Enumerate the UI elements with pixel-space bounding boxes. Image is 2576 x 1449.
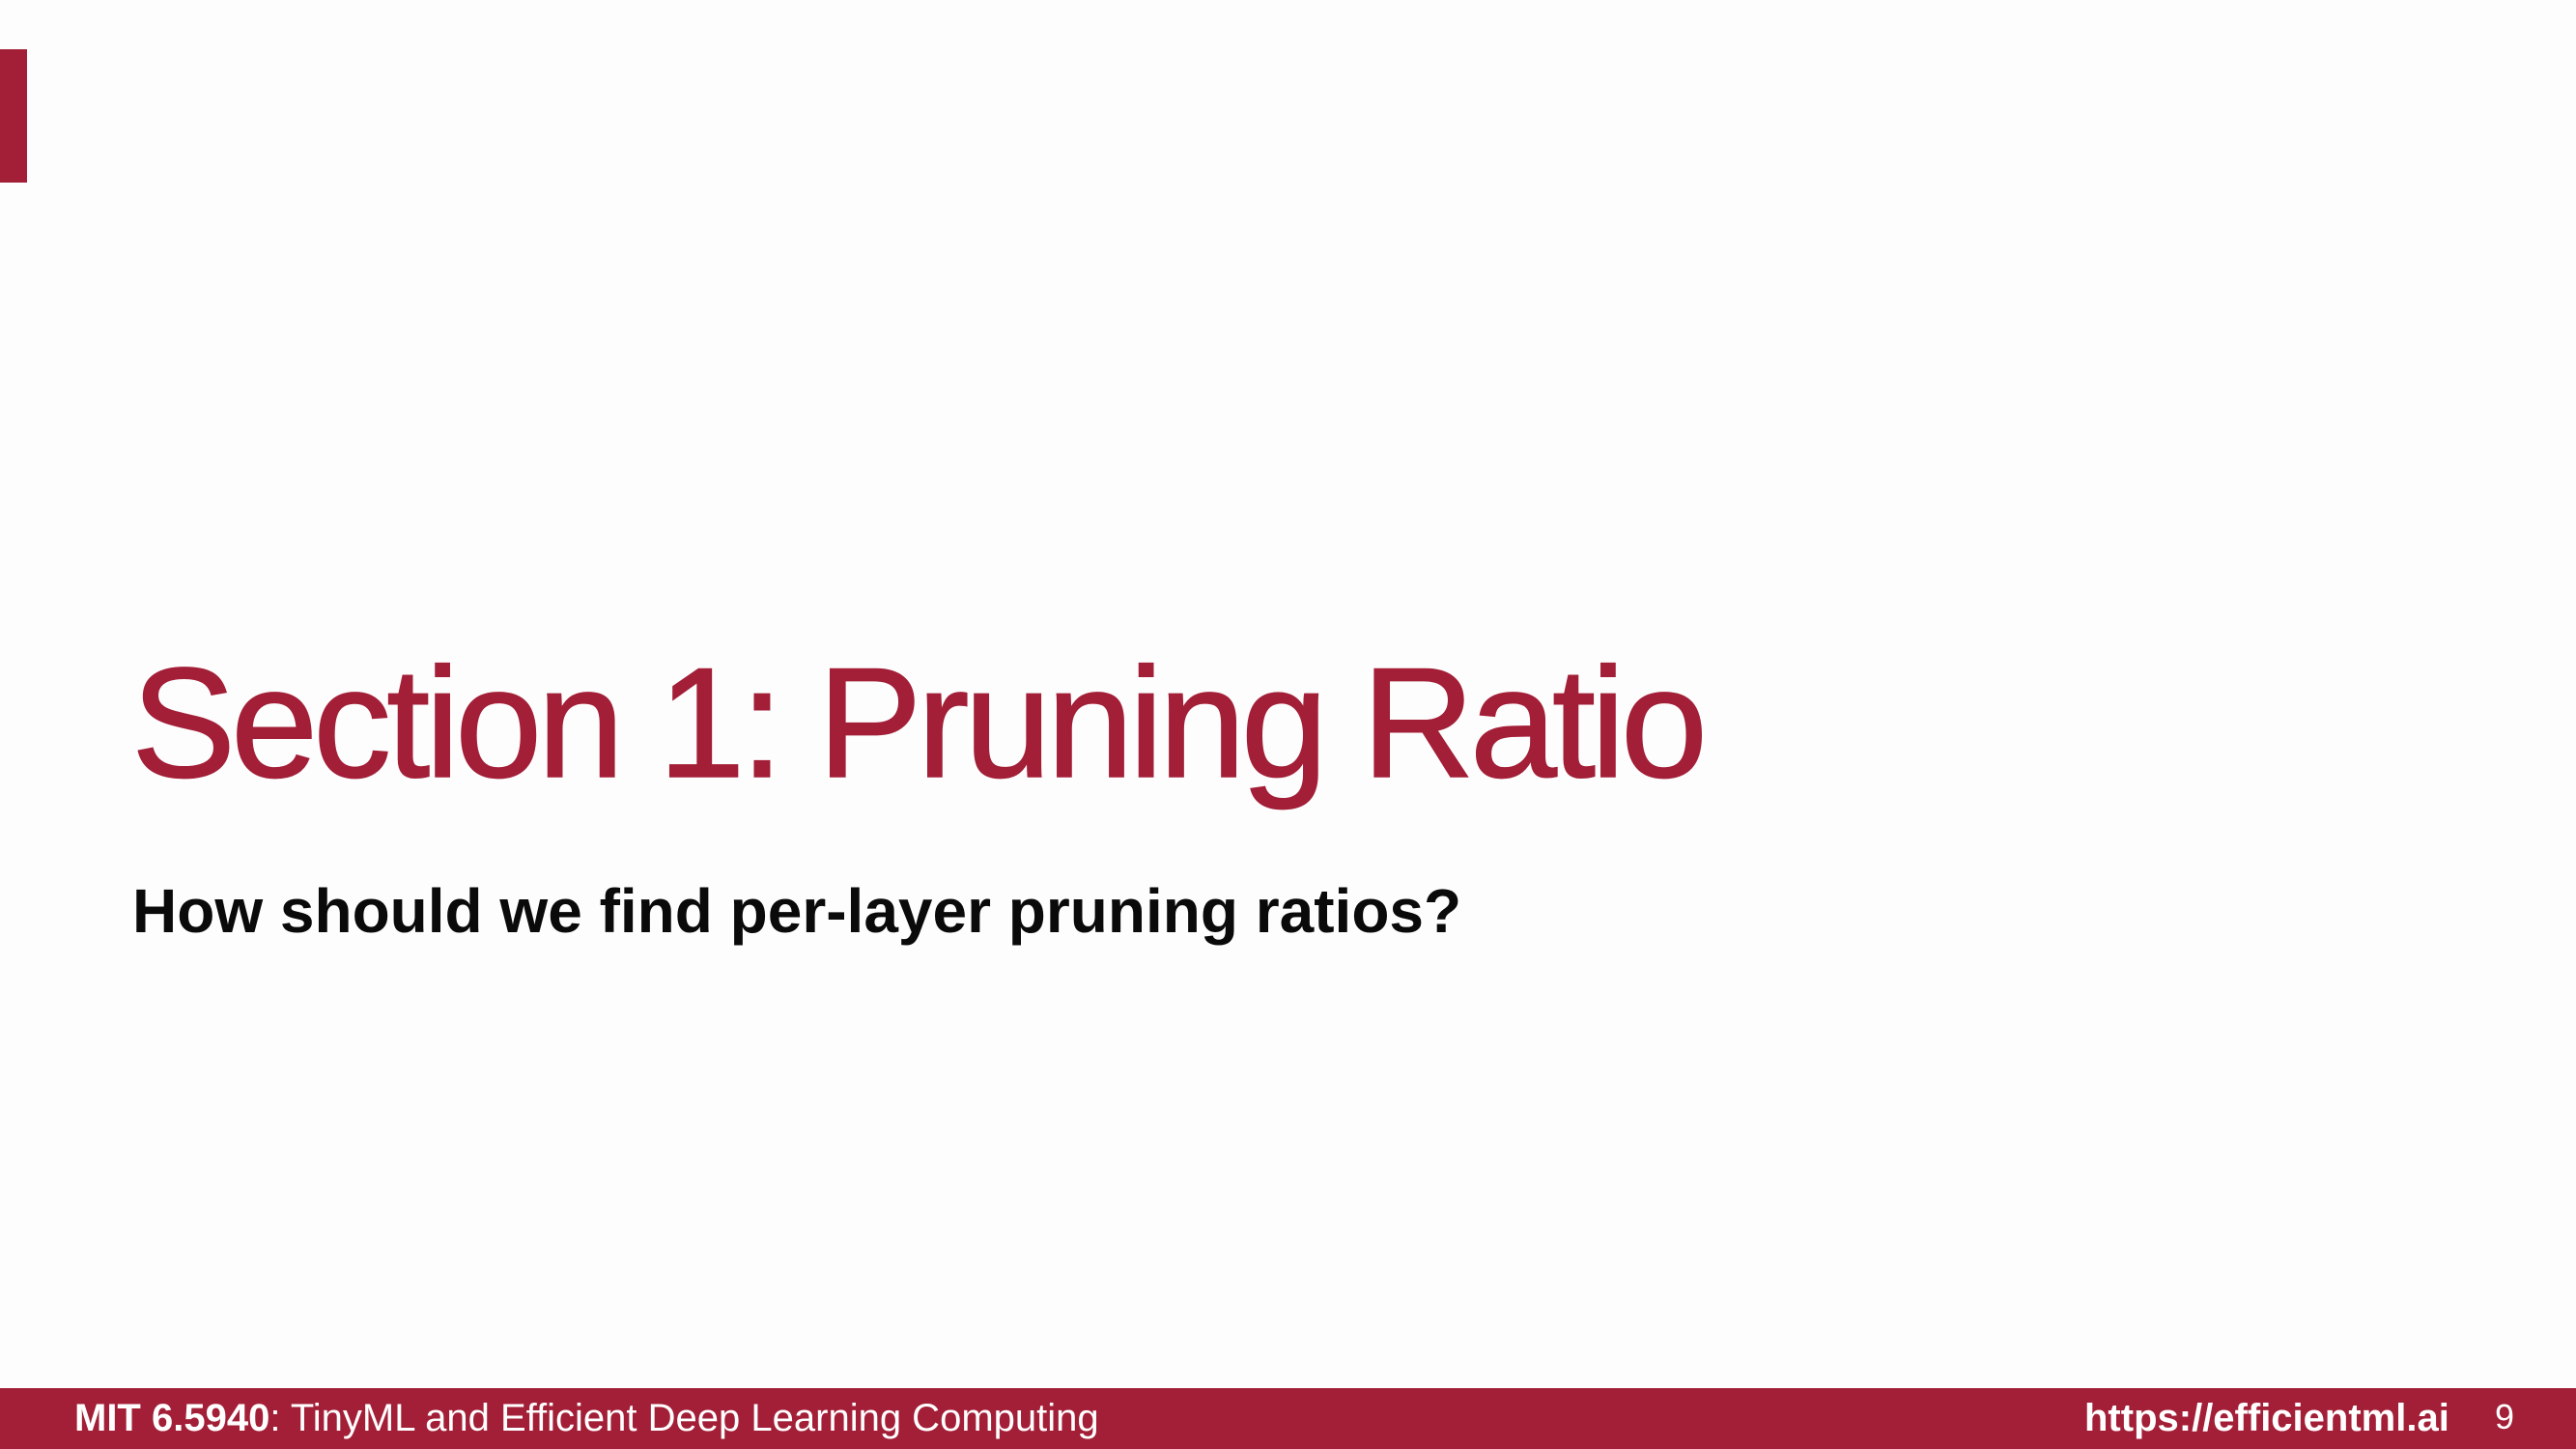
page-number: 9 [2495,1397,2515,1436]
course-name: TinyML and Efficient Deep Learning Compu… [290,1397,1099,1439]
footer-bar: MIT 6.5940: TinyML and Efficient Deep Le… [0,1388,2576,1449]
slide-title: Section 1: Pruning Ratio [130,636,1709,810]
footer-separator: : [269,1397,291,1439]
slide-subtitle: How should we find per-layer pruning rat… [132,876,1462,946]
footer-course-info: MIT 6.5940: TinyML and Efficient Deep Le… [74,1399,1099,1437]
course-url: https://efficientml.ai [2084,1397,2449,1439]
course-code: MIT 6.5940 [74,1397,270,1439]
accent-bar [0,49,27,183]
